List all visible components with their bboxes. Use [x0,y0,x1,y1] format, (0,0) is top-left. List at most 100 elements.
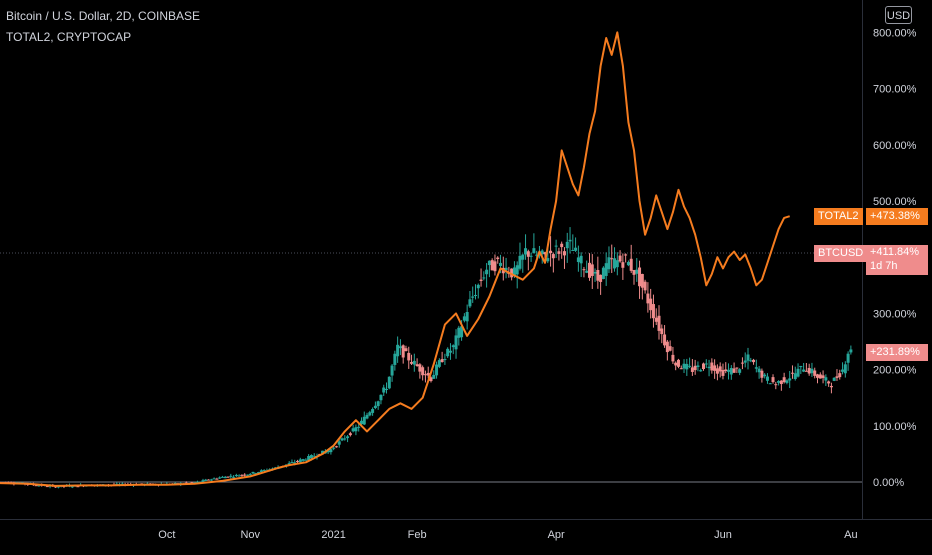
candle-body [76,486,80,488]
candle-body [301,459,305,461]
y-tick-label: 200.00% [873,365,917,377]
candle-body [674,362,678,366]
candle-body [371,409,375,413]
candle-body [571,250,575,252]
candle-body [835,376,839,378]
candle-body [398,346,402,349]
y-tick-label: 800.00% [873,27,917,39]
candle-body [343,438,347,440]
candle-body [551,254,555,259]
candle-body [763,374,767,377]
candle-body [593,272,597,274]
candle-body [638,267,642,287]
compare-symbol-legend[interactable]: TOTAL2, CRYPTOCAP [6,30,132,44]
candle-body [259,470,263,473]
candle-body [802,369,806,372]
candle-body [540,250,544,255]
candle-body [810,368,814,374]
candle-body [715,368,719,374]
candle-body [307,456,311,461]
candle-body [579,255,583,264]
candle-body [56,486,60,488]
candle-body [521,254,525,260]
candle-body [368,412,372,416]
candle-body [365,414,369,419]
candle-body [832,377,836,381]
candle-body [226,476,230,478]
candle-body [626,262,630,266]
candle-body [537,253,541,256]
candle-body [309,455,313,459]
candle-body [565,241,569,249]
candle-body [490,260,494,271]
currency-button[interactable]: USD [885,6,912,24]
candle-body [34,485,38,487]
candle-body [440,359,444,363]
candle-body [410,362,414,364]
candle-body [237,475,241,477]
candle-body [496,257,500,260]
candle-body [432,374,436,379]
candle-body [640,273,644,288]
candle-body [385,388,389,390]
candle-body [401,345,405,358]
candle-body [332,447,336,449]
candle-body [846,353,850,363]
candle-body [752,359,756,363]
candle-body [702,363,706,370]
candle-body [827,381,831,384]
candle-body [212,478,216,480]
main-symbol-legend[interactable]: Bitcoin / U.S. Dollar, 2D, COINBASE [6,9,201,23]
candle-body [465,312,469,322]
candle-body [229,475,233,477]
candle-body [251,471,255,474]
candle-body [590,264,594,276]
candle-body [429,377,433,382]
candle-body [45,486,49,488]
candle-body [574,247,578,251]
candle-body [201,480,205,482]
candle-body [379,394,383,401]
candle-body [393,353,397,365]
btc-value-tag: +411.84% 1d 7h [866,245,928,275]
candle-body [248,474,252,476]
candle-body [387,376,391,389]
candle-body [629,258,633,271]
candle-body [215,478,219,480]
candle-body [437,360,441,367]
candle-body [334,446,338,448]
candle-body [362,416,366,425]
candle-body [771,377,775,383]
candle-body [843,364,847,374]
candle-body [668,346,672,351]
candle-body [359,420,363,425]
candle-body [348,433,352,436]
candle-body [535,254,539,256]
candle-body [304,459,308,461]
candle-body [312,455,316,457]
candle-body [749,360,753,362]
candle-body [760,370,764,378]
candle-body [632,270,636,275]
candle-body [790,372,794,374]
candle-body [813,370,817,376]
candle-body [337,441,341,445]
candle-body [476,284,480,289]
candle-body [676,359,680,367]
candle-body [412,360,416,365]
candle-body [529,255,533,257]
candle-body [354,427,358,432]
total2-value-tag: +473.38% [866,208,928,225]
x-tick-label: Nov [240,529,260,541]
candle-body [357,426,361,428]
candle-body [448,350,452,353]
candle-body [757,368,761,373]
candle-body [663,334,667,346]
candle-body [660,328,664,335]
candle-body [510,268,514,278]
candle-body [37,485,41,487]
x-tick-label: Jun [714,529,732,541]
candle-body [838,373,842,378]
